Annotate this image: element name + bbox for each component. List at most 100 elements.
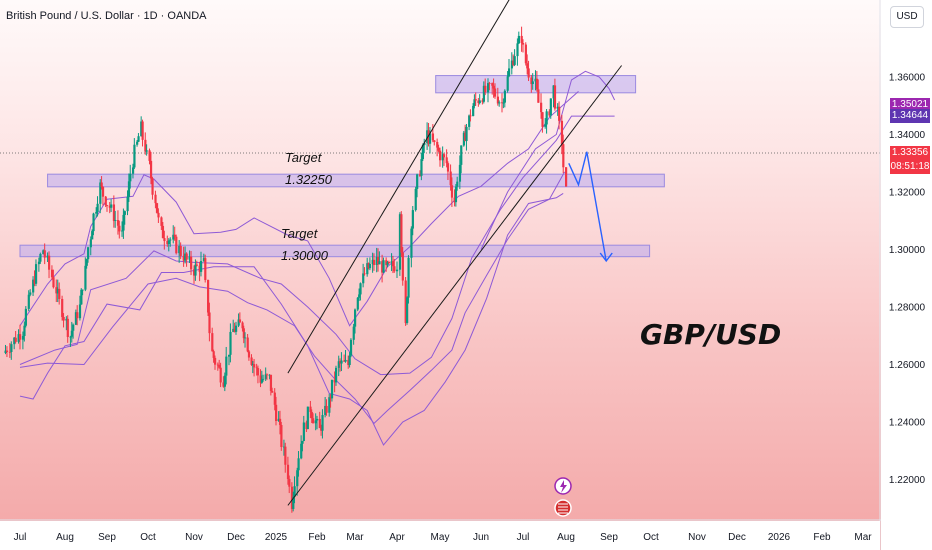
candle-body [161,225,165,239]
candle-body [216,364,219,366]
x-tick-label: Sep [600,532,618,543]
candle-body [223,375,226,387]
candle-body [487,83,490,93]
candle-body [544,124,547,127]
candle-body [260,379,264,383]
candle-body [377,257,380,265]
candle-body [144,139,147,152]
candle-body [371,259,374,265]
candle-body [76,312,79,319]
y-tick-label: 1.26000 [889,360,926,371]
candle-body [450,185,454,198]
band-lower [19,171,566,425]
candle-body [359,283,362,295]
candle-body [305,422,308,430]
candle-body [42,250,45,254]
candle-body [264,374,267,379]
y-tick-label: 1.34000 [889,130,926,141]
candle-body [363,273,366,275]
zone-target-2 [19,244,651,258]
candle-body [498,102,501,104]
candle-body [104,196,107,206]
candle-body [488,83,491,84]
candle-body [510,60,513,69]
candle-body [454,186,458,203]
candle-body [382,260,385,273]
candle-body [271,390,274,393]
candle-body [565,167,568,187]
candle-body [333,379,336,383]
candle-body [259,375,262,383]
candle-body [121,230,124,232]
candle-body [69,336,72,338]
candle-body [155,203,159,213]
candle-body [65,318,68,321]
candle-body [81,289,84,291]
candle-body [278,418,282,425]
candle-body [13,337,16,345]
candle-body [337,361,340,368]
candle-body [441,154,444,161]
candle-body [349,339,353,356]
event-icons[interactable] [554,477,572,517]
candle-body [4,350,7,353]
candle-body [494,88,497,97]
candle-body [362,273,365,284]
x-tick-label: Jul [517,532,530,543]
flag-icon[interactable] [554,499,572,517]
watermark: GBP/USD [640,318,782,351]
candle-body [328,397,331,413]
candle-body [314,420,317,424]
lightning-glyph [560,480,567,493]
candle-body [74,312,78,325]
candle-body [123,211,126,215]
band-middle [19,115,615,376]
candle-body [112,204,116,222]
candle-body [316,418,319,421]
candle-body [522,43,525,45]
candle-body [84,265,87,290]
candle-body [85,259,88,266]
candle-body [344,359,347,362]
candle-body [478,100,481,104]
candle-body [48,255,51,270]
candle-body [460,145,463,165]
candle-body [407,257,410,298]
candle-body [190,256,193,270]
currency-label: USD [896,11,918,22]
candle-body [200,261,203,272]
candle-body [250,357,253,365]
candle-body [169,239,172,241]
candle-body [491,83,494,86]
candle-body [114,220,117,222]
candle-body [386,262,389,266]
candle-body [92,213,95,232]
candle-body [235,325,238,332]
candle-body [52,277,55,288]
candle-body [526,63,529,69]
candle-body [286,464,290,479]
candle-body [19,334,22,340]
y-tick-label: 1.30000 [889,245,926,256]
candle-body [80,289,83,305]
x-tick-label: Oct [140,532,156,543]
candle-body [356,297,359,310]
candle-body [416,174,419,189]
candle-body [91,231,94,240]
candle-body [185,253,188,260]
candle-body [122,214,125,231]
candle-body [552,85,555,99]
currency-button[interactable]: USD [890,6,924,28]
candle-body [118,225,121,232]
candle-body [182,255,185,261]
candle-body [17,334,20,342]
candle-body [95,211,98,214]
candle-body [339,361,342,364]
candle-body [133,144,136,168]
candle-body [251,364,254,365]
candle-body [108,205,111,208]
drawings [287,0,622,506]
candle-body [501,102,504,104]
